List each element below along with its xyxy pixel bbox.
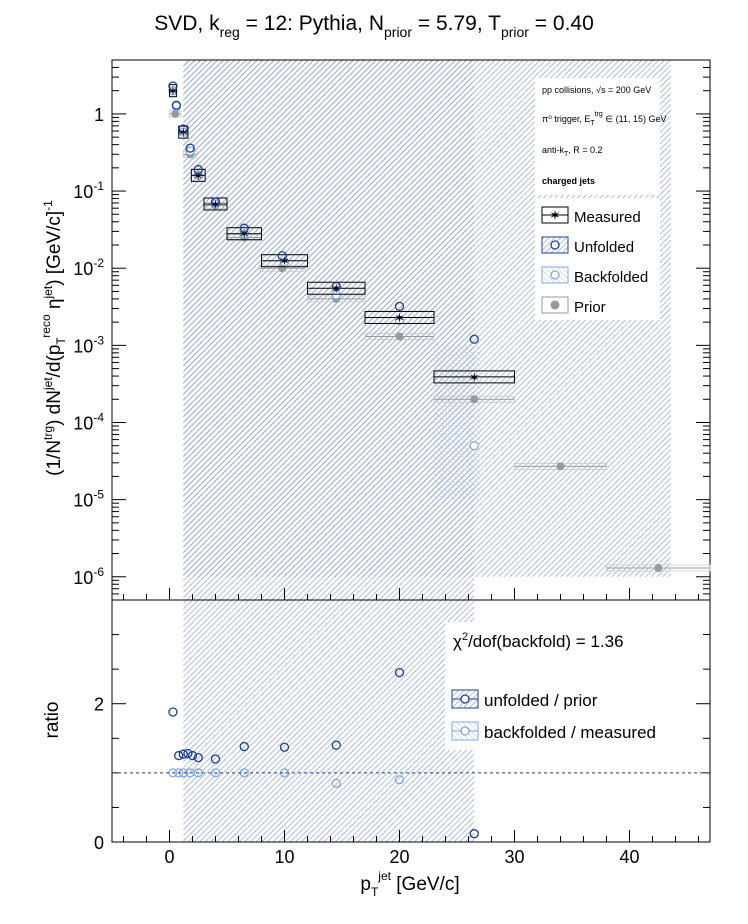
prior-marker-icon: [550, 300, 560, 310]
legend-measured-label: Measured: [574, 209, 641, 226]
bottom-panel-frame: [111, 599, 711, 843]
y-tick-label: 1: [94, 105, 104, 125]
backfolded-measured-point: [394, 775, 405, 785]
bottom-ylabel: ratio: [42, 702, 63, 739]
backfolded-marker-icon: [550, 270, 560, 280]
unfolded-point: [331, 281, 341, 292]
legend-item-backfolded: Backfolded: [541, 266, 648, 286]
unfolded-point: [193, 164, 203, 175]
xlabel: pTjet [GeV/c]: [360, 869, 459, 899]
measured-point: ✶: [193, 168, 204, 183]
backfolded-error-band: [434, 345, 480, 500]
top-ylabel: (1/Ntrg) dNjet/d(pTreco ηjet) [GeV/c]-1: [39, 200, 68, 476]
unfolded-prior-point: [168, 707, 178, 717]
x-tick-label: 30: [504, 847, 524, 867]
measured-point: ✶: [167, 84, 178, 99]
prior-point: [654, 563, 663, 572]
measured-point: ✶: [469, 370, 480, 385]
unfolded-prior-point: [331, 740, 341, 750]
annotation-collisions: pp collisions, √s = 200 GeV: [542, 85, 651, 95]
annotation-box: [535, 78, 660, 195]
prior-point: [395, 332, 404, 341]
measured-point: ✶: [279, 254, 290, 269]
unfolded-prior-point: [469, 829, 479, 839]
chi2-annotation: χ2/dof(backfold) = 1.36: [453, 631, 624, 651]
legend-item-measured: ✶ Measured: [541, 206, 641, 226]
legend-unfolded-label: Unfolded: [574, 239, 634, 256]
chart-title: SVD, kreg = 12: Pythia, Nprior = 5.79, T…: [154, 12, 594, 40]
unfolded-prior-point: [174, 750, 184, 761]
unfolded-prior-point: [187, 750, 198, 761]
y-tick-label: 10-4: [73, 410, 104, 433]
backfolded-point: [469, 441, 479, 451]
x-tick-label: 20: [389, 847, 409, 867]
legend-item-backfolded-measured: backfolded / measured: [451, 721, 656, 742]
measured-point: ✶: [394, 310, 405, 325]
unfolded-prior-point: [210, 754, 221, 764]
unfolded-prior-marker-icon: [460, 694, 470, 704]
axis-ticks: 0 10 20 30 40 1 10-1 10-2 10-3 10-4 10-5 10-6 0 2: [73, 59, 710, 867]
prior-point: [171, 109, 180, 118]
unfolded-point: [469, 334, 479, 344]
legend-bottom: [445, 622, 695, 750]
legend-top: [535, 198, 660, 320]
x-tick-label: 40: [619, 847, 639, 867]
y-tick-label: 10-2: [73, 256, 104, 279]
measured-point: ✶: [239, 227, 250, 242]
legend-prior-label: Prior: [574, 299, 606, 316]
ratio-y-tick-label: 2: [94, 695, 104, 715]
unfolded-point: [210, 197, 221, 207]
annotation-jettype: charged jets: [542, 176, 595, 186]
annotation-trigger: π⁰ trigger, ETtrg ∈ (11, 15) GeV: [542, 111, 667, 127]
unfolded-point: [239, 223, 249, 233]
y-tick-label: 10-1: [73, 179, 104, 202]
y-tick-label: 10-3: [73, 333, 104, 356]
unfolded-prior-point: [394, 667, 405, 678]
backfolded-measured-point: [331, 778, 341, 788]
unfolded-point: [168, 81, 178, 91]
ratio-error-band: [183, 600, 475, 842]
measured-point: ✶: [331, 281, 342, 296]
unfolded-prior-point: [279, 742, 290, 752]
x-tick-label: 0: [164, 847, 174, 867]
unfolded-error-band-lower: [183, 60, 475, 600]
uncertainty-bands-bottom: [183, 600, 475, 842]
legend-item-unfolded-prior: unfolded / prior: [451, 689, 598, 710]
measured-marker-icon: ✶: [549, 207, 561, 223]
y-tick-label: 10-6: [73, 565, 104, 588]
prior-point: [470, 395, 479, 404]
legend-unfolded-prior-label: unfolded / prior: [484, 691, 598, 710]
unfolded-point: [394, 301, 405, 312]
backfolded-point: [394, 315, 405, 326]
prior-point: [556, 462, 565, 471]
unfolded-prior-point: [183, 748, 193, 759]
unfolded-marker-icon: [550, 240, 560, 250]
unfolded-prior-point: [178, 749, 188, 759]
unfolded-point: [171, 100, 182, 110]
unfolded-prior-point: [193, 752, 203, 763]
unfolded-prior-point: [239, 741, 249, 752]
annotation-jetalgo: anti-kT, R = 0.2: [542, 145, 603, 158]
legend-item-unfolded: Unfolded: [541, 236, 634, 256]
backfolded-measured-marker-icon: [460, 726, 470, 736]
x-tick-label: 10: [274, 847, 294, 867]
ratio-y-tick-label: 0: [94, 833, 104, 853]
legend-backfolded-measured-label: backfolded / measured: [484, 723, 656, 742]
legend-backfolded-label: Backfolded: [574, 269, 648, 286]
legend-item-prior: Prior: [541, 296, 606, 316]
unfolded-point: [277, 251, 287, 261]
measured-point: ✶: [210, 197, 221, 212]
backfolded-measured-point: [210, 768, 221, 778]
unfolded-point: [185, 143, 195, 153]
y-tick-label: 10-5: [73, 488, 104, 511]
backfolded-point: [185, 146, 195, 156]
title-part-1: SVD, k: [154, 12, 220, 35]
unfolded-point: [178, 124, 188, 134]
data-marks-top: ✶ ✶ ✶ ✶ ✶ ✶ ✶ ✶ ✶: [167, 81, 711, 572]
